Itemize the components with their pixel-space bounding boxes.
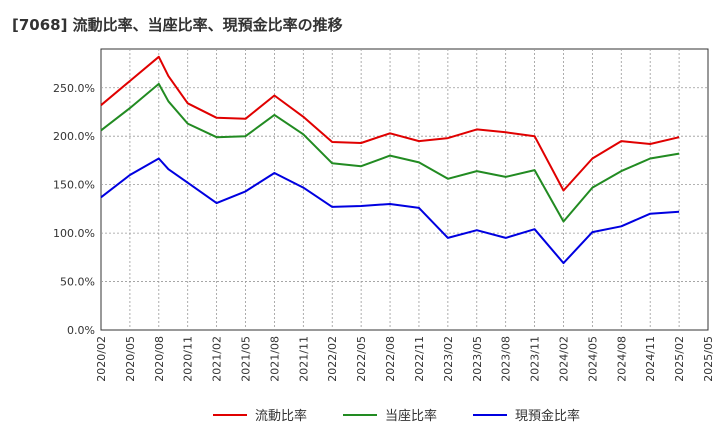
y-tick-label: 200.0% <box>53 130 95 143</box>
legend-label: 現預金比率 <box>515 408 580 424</box>
series-line-1 <box>100 55 680 192</box>
chart-title: [7068] 流動比率、当座比率、現預金比率の推移 <box>12 16 343 34</box>
x-tick-label: 2023/11 <box>529 336 542 382</box>
x-axis: 2020/02 2020/05 2020/08 2020/11 2021/02 2021/… <box>95 336 715 382</box>
x-tick-label: 2021/11 <box>297 336 310 382</box>
x-tick-label: 2020/08 <box>153 336 166 382</box>
x-tick-label: 2024/02 <box>557 336 570 382</box>
y-tick-label: 100.0% <box>53 227 95 240</box>
x-tick-label: 2021/08 <box>268 336 281 382</box>
x-tick-label: 2024/11 <box>644 336 657 382</box>
legend-label: 流動比率 <box>255 408 307 424</box>
y-axis: 0.0% 50.0% 100.0% 150.0% 200.0% 250.0% <box>53 82 95 337</box>
x-tick-label: 2020/11 <box>182 336 195 382</box>
x-tick-label: 2023/08 <box>500 336 513 382</box>
plot-area <box>100 48 709 331</box>
x-tick-label: 2025/05 <box>702 336 715 382</box>
legend: 流動比率 当座比率 現預金比率 <box>213 408 580 424</box>
x-tick-label: 2022/05 <box>355 336 368 382</box>
series-line-3 <box>100 157 680 265</box>
series-lines <box>100 55 680 265</box>
y-tick-label: 150.0% <box>53 179 95 192</box>
x-tick-label: 2022/11 <box>413 336 426 382</box>
y-tick-label: 0.0% <box>67 324 95 337</box>
x-tick-label: 2023/05 <box>471 336 484 382</box>
x-tick-label: 2020/02 <box>95 336 108 382</box>
x-tick-label: 2022/02 <box>326 336 339 382</box>
x-tick-label: 2025/02 <box>673 336 686 382</box>
y-tick-label: 250.0% <box>53 82 95 95</box>
x-tick-label: 2021/05 <box>240 336 253 382</box>
y-tick-label: 50.0% <box>60 276 95 289</box>
x-tick-label: 2024/05 <box>586 336 599 382</box>
x-tick-label: 2021/02 <box>211 336 224 382</box>
x-tick-label: 2022/08 <box>384 336 397 382</box>
x-tick-label: 2024/08 <box>615 336 628 382</box>
series-line-2 <box>100 82 680 223</box>
x-tick-label: 2023/02 <box>442 336 455 382</box>
x-tick-label: 2020/05 <box>124 336 137 382</box>
legend-label: 当座比率 <box>385 408 437 424</box>
